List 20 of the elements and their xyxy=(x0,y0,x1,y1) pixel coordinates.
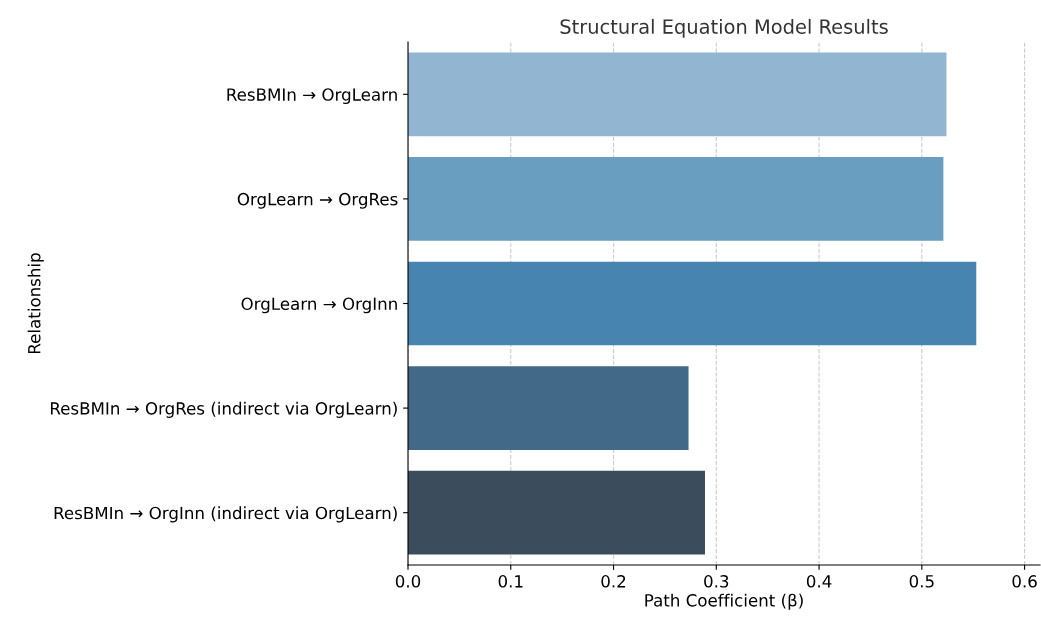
y-tick-label: OrgLearn → OrgRes xyxy=(237,192,398,209)
y-tick-label: ResBMIn → OrgLearn xyxy=(227,88,397,105)
x-tick-label: 0.5 xyxy=(909,575,934,588)
y-tick-label: OrgLearn → OrgInn xyxy=(241,297,397,314)
x-axis-title: Path Coefficient (β) xyxy=(645,593,803,610)
y-axis-title: Relationship xyxy=(27,253,44,354)
x-tick-label: 0.2 xyxy=(601,575,626,588)
bar xyxy=(408,261,977,346)
bar xyxy=(408,366,689,450)
bar xyxy=(408,157,944,241)
x-tick-label: 0.0 xyxy=(395,575,421,588)
x-tick-label: 0.4 xyxy=(806,575,832,588)
x-tick-label: 0.3 xyxy=(704,575,729,588)
bar xyxy=(408,52,947,137)
y-tick-label: ResBMIn → OrgRes (indirect via OrgLearn) xyxy=(50,401,397,418)
chart-title: Structural Equation Model Results xyxy=(560,18,888,38)
y-tick-label: ResBMIn → OrgInn (indirect via OrgLearn) xyxy=(54,506,397,523)
x-tick-label: 0.1 xyxy=(498,575,523,588)
bar xyxy=(408,470,705,555)
x-tick-label: 0.6 xyxy=(1012,575,1037,588)
